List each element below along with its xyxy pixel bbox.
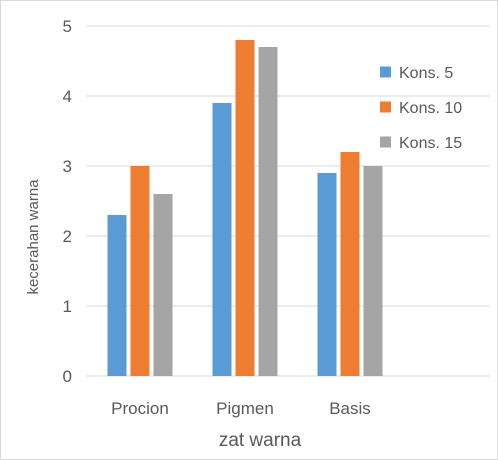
x-axis-title: zat warna	[219, 430, 302, 451]
gridlines	[86, 25, 490, 377]
bar-procion-series-1	[107, 215, 127, 376]
y-axis-title: kecerahan warna	[25, 179, 42, 295]
bar-basis-series-2	[340, 152, 360, 376]
bar-basis-series-1	[317, 173, 337, 376]
legend-label: Kons. 10	[399, 100, 462, 117]
legend-swatch	[380, 66, 391, 78]
bar-pigmen-series-2	[235, 40, 255, 376]
legend-label: Kons. 15	[399, 135, 462, 152]
bar-pigmen-series-1	[212, 103, 232, 376]
y-tick-label: 4	[63, 87, 72, 106]
y-tick-label: 3	[63, 157, 72, 176]
x-axis-ticks: Procion Pigmen Basis	[111, 399, 371, 418]
y-tick-label: 2	[63, 227, 72, 246]
legend-swatch	[380, 101, 391, 113]
x-tick-label: Basis	[329, 399, 371, 418]
x-tick-label: Procion	[111, 399, 169, 418]
bar-procion-series-3	[153, 194, 173, 376]
legend: Kons. 5 Kons. 10 Kons. 15	[380, 65, 462, 152]
x-tick-label: Pigmen	[216, 399, 274, 418]
y-tick-label: 1	[63, 297, 72, 316]
bars	[107, 40, 383, 376]
legend-swatch	[380, 136, 391, 148]
legend-label: Kons. 5	[399, 65, 453, 82]
bar-pigmen-series-3	[258, 47, 278, 376]
bar-basis-series-3	[363, 166, 383, 376]
y-tick-label: 5	[63, 17, 72, 36]
y-axis-ticks: 0 1 2 3 4 5	[63, 17, 72, 386]
bar-procion-series-2	[130, 166, 150, 376]
y-tick-label: 0	[63, 367, 72, 386]
